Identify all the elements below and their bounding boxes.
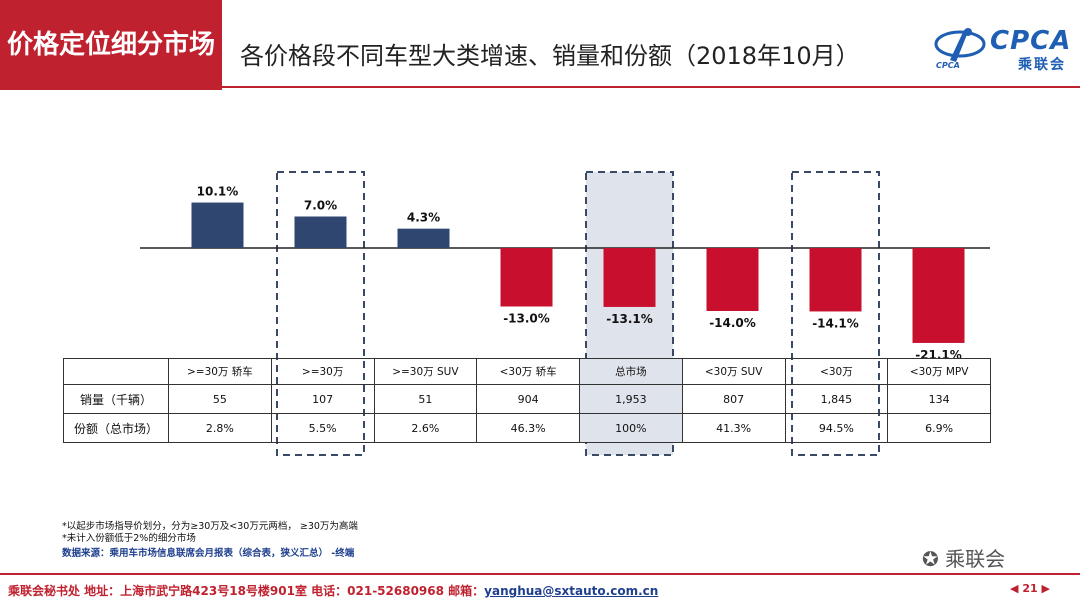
column-header: >=30万 SUV <box>373 358 478 385</box>
row-label: 份额（总市场） <box>63 413 169 443</box>
title-badge <box>0 0 222 90</box>
page-number: 21 <box>1022 582 1038 595</box>
footer-email-link[interactable]: yanghua@sxtauto.com.cn <box>484 584 659 598</box>
bar <box>397 228 450 248</box>
prev-page-icon[interactable]: ◀ <box>1010 582 1019 595</box>
bar <box>500 248 553 307</box>
table-cell: 2.6% <box>373 413 478 443</box>
section-label: 价格定位细分市场 <box>6 30 215 60</box>
next-page-icon[interactable]: ▶ <box>1041 582 1050 595</box>
bar-value-label: -14.0% <box>709 316 756 330</box>
table-cell: 94.5% <box>784 413 889 443</box>
table-cell: 46.3% <box>476 413 580 443</box>
bar <box>912 248 965 343</box>
logo-chinese: 乘联会 <box>1018 57 1066 73</box>
table-cell: 100% <box>579 413 683 443</box>
table-corner-cell <box>63 358 169 385</box>
header-divider <box>222 86 1080 88</box>
row-label: 销量（千辆） <box>63 384 169 414</box>
bar <box>706 248 759 311</box>
column-header: <30万 轿车 <box>476 358 580 385</box>
cpca-logo-icon <box>934 28 986 62</box>
table-row: >=30万 轿车 >=30万 >=30万 SUV <30万 轿车 总市场 <30万 SUV… <box>63 358 991 385</box>
footer-address: 乘联会秘书处 地址：上海市武宁路423号18号楼901室 电话：021-5268… <box>8 584 485 598</box>
footnote-1: *以起步市场指导价划分，分为≥30万及<30万元两档， ≥30万为高端 <box>62 521 358 532</box>
logo-text: CPCA <box>990 26 1072 56</box>
table-cell: 904 <box>476 384 580 414</box>
bar-value-label: 10.1% <box>197 185 239 199</box>
segment-data-table: >=30万 轿车 >=30万 >=30万 SUV <30万 轿车 总市场 <30万 SUV… <box>63 358 991 443</box>
table-cell: 41.3% <box>681 413 786 443</box>
wechat-watermark: ✪ 乘联会 <box>922 543 1005 572</box>
table-cell: 51 <box>373 384 478 414</box>
table-cell: 1,845 <box>784 384 889 414</box>
footnotes: *以起步市场指导价划分，分为≥30万及<30万元两档， ≥30万为高端 *未计入… <box>62 521 358 545</box>
table-cell: 1,953 <box>579 384 683 414</box>
page-navigator: ◀ 21 ▶ <box>1010 582 1050 595</box>
bar-value-label: 7.0% <box>304 199 337 213</box>
footnote-2: *未计入份额低于2%的细分市场 <box>62 533 196 544</box>
table-cell: 807 <box>681 384 786 414</box>
highlight-box <box>585 171 674 456</box>
bar-value-label: 4.3% <box>407 211 440 225</box>
wechat-icon: ✪ <box>922 547 939 571</box>
table-cell: 6.9% <box>887 413 991 443</box>
column-header: >=30万 轿车 <box>168 358 272 385</box>
highlight-box <box>276 171 365 456</box>
column-header: <30万 SUV <box>681 358 786 385</box>
table-cell: 134 <box>887 384 991 414</box>
footer-contact: 乘联会秘书处 地址：上海市武宁路423号18号楼901室 电话：021-5268… <box>8 582 658 599</box>
watermark-text: 乘联会 <box>945 547 1006 571</box>
column-header: <30万 <box>784 358 889 385</box>
bar-value-label: -14.1% <box>812 316 859 330</box>
table-cell: 107 <box>270 384 375 414</box>
table-cell: 2.8% <box>168 413 272 443</box>
bar <box>809 248 862 312</box>
bar-value-label: -13.0% <box>503 312 550 326</box>
bar <box>191 202 244 248</box>
column-header: 总市场 <box>579 358 683 385</box>
bar-value-label: -13.1% <box>606 312 653 326</box>
page-title: 各价格段不同车型大类增速、销量和份额（2018年10月） <box>240 42 860 70</box>
logo-subtext: CPCA <box>936 61 960 70</box>
table-row: 销量（千辆） 55 107 51 904 1,953 807 1,845 134 <box>63 384 991 414</box>
bar <box>294 216 347 248</box>
column-header: >=30万 <box>270 358 375 385</box>
column-header: <30万 MPV <box>887 358 991 385</box>
table-row: 份额（总市场） 2.8% 5.5% 2.6% 46.3% 100% 41.3% 94.5% 6.… <box>63 413 991 443</box>
footer-divider <box>0 573 1080 575</box>
table-cell: 55 <box>168 384 272 414</box>
highlight-box <box>791 171 880 456</box>
bar <box>603 248 656 307</box>
data-source: 数据来源：乘用车市场信息联席会月报表（综合表，狭义汇总） -终端 <box>62 548 355 559</box>
table-cell: 5.5% <box>270 413 375 443</box>
